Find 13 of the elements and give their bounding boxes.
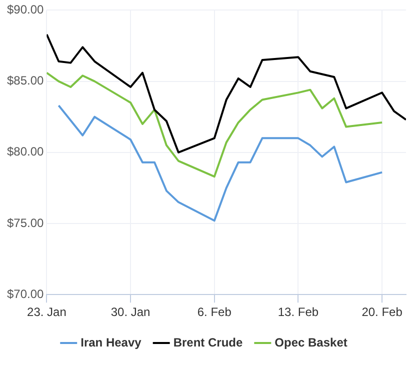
y-tick-label: $80.00 bbox=[7, 144, 44, 159]
legend-label: Iran Heavy bbox=[80, 335, 142, 350]
legend-label: Brent Crude bbox=[173, 335, 243, 350]
y-tick-label: $75.00 bbox=[7, 216, 44, 230]
x-tick-label: 30. Jan bbox=[110, 305, 150, 320]
y-tick-label: $85.00 bbox=[7, 74, 44, 88]
x-tick-label: 6. Feb bbox=[197, 305, 232, 320]
x-tick-label: 23. Jan bbox=[27, 305, 66, 320]
y-tick-label: $70.00 bbox=[7, 286, 44, 301]
legend-label: Opec Basket bbox=[274, 335, 348, 350]
y-tick-label: $90.00 bbox=[7, 2, 44, 17]
x-tick-label: 13. Feb bbox=[278, 305, 319, 320]
x-tick-label: 20. Feb bbox=[362, 305, 403, 320]
